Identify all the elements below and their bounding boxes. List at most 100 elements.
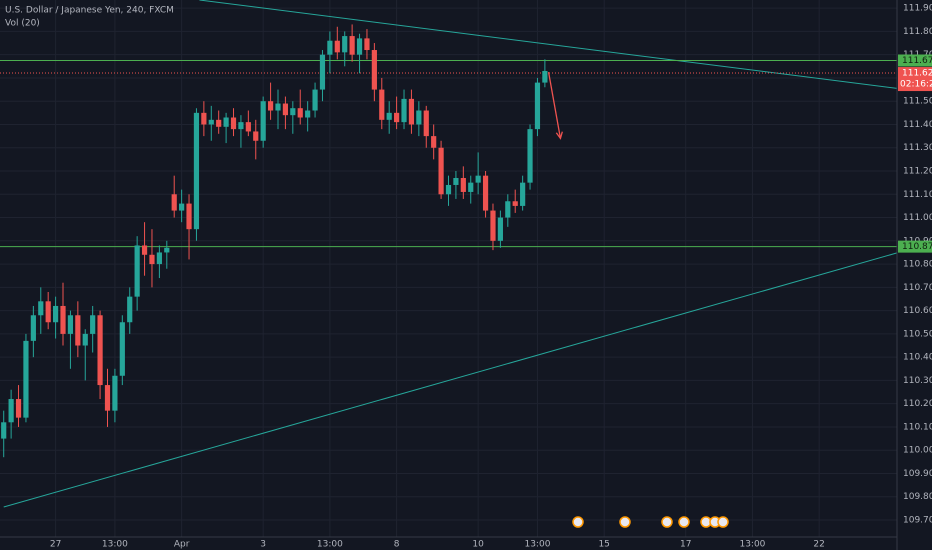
y-tick-label: 109.900 — [903, 469, 932, 479]
candle-body — [290, 108, 296, 116]
candle-body — [193, 112, 200, 230]
candle-body — [179, 203, 185, 211]
y-tick-label: 110.600 — [903, 306, 932, 316]
y-tick-label: 110.000 — [903, 446, 932, 456]
candle-body — [482, 175, 489, 211]
candle-body — [297, 108, 303, 118]
candle-body — [305, 110, 311, 118]
candle-body — [490, 210, 496, 241]
y-tick-label: 111.400 — [903, 120, 932, 130]
y-tick-label: 111.100 — [903, 190, 932, 200]
trendline — [199, 0, 898, 89]
y-tick-label: 111.800 — [903, 27, 932, 37]
last-price-label: 111.621 — [902, 69, 932, 79]
candle-body — [15, 399, 22, 418]
candle-body — [527, 129, 533, 183]
price-axis — [897, 0, 932, 550]
candle-body — [141, 245, 148, 255]
volume-label: Vol (20) — [5, 19, 40, 29]
candle-body — [327, 40, 333, 55]
candle-body — [253, 131, 259, 141]
candle-body — [401, 98, 407, 123]
candle-body — [186, 203, 192, 230]
candle-body — [134, 245, 140, 297]
candle-body — [423, 110, 429, 137]
candle-body — [45, 301, 51, 323]
candle-body — [82, 333, 88, 346]
x-tick-label: 10 — [472, 540, 484, 550]
candle-body — [30, 315, 36, 341]
x-tick-label: 15 — [598, 540, 609, 550]
candle-body — [149, 254, 155, 265]
candle-body — [356, 38, 363, 55]
candle-body — [542, 70, 548, 83]
x-tick-label: 13:00 — [739, 540, 765, 550]
candle-body — [67, 315, 74, 334]
level-label: 111.675 — [902, 56, 932, 66]
event-icon — [572, 516, 584, 528]
candle-body — [349, 36, 355, 55]
candle-body — [468, 182, 474, 192]
candle-body — [1, 422, 7, 439]
candle-body — [371, 50, 377, 90]
candle-body — [60, 305, 66, 334]
candle-body — [267, 101, 274, 111]
candle-body — [8, 399, 14, 423]
last-price-tag — [898, 67, 932, 92]
candle-body — [438, 147, 444, 195]
y-tick-label: 111.900 — [903, 4, 932, 14]
candle-body — [238, 122, 244, 130]
candle-body — [275, 103, 281, 111]
candle-body — [379, 89, 385, 120]
candle-body — [512, 201, 518, 206]
candle-body — [445, 184, 452, 195]
event-icon — [717, 516, 729, 528]
y-tick-label: 110.300 — [903, 376, 932, 386]
candle-body — [364, 38, 370, 51]
candle-body — [112, 375, 118, 411]
candle-body — [475, 175, 481, 183]
candle-body — [453, 177, 459, 185]
candle-body — [431, 136, 437, 148]
candle-body — [201, 112, 207, 125]
y-tick-label: 111.200 — [903, 167, 932, 177]
candle-body — [319, 54, 326, 90]
trendline — [3, 252, 898, 508]
candle-body — [104, 385, 111, 411]
x-tick-label: 13:00 — [524, 540, 550, 550]
candle-body — [416, 110, 422, 125]
candle-body — [245, 122, 251, 132]
x-tick-label: Apr — [174, 540, 190, 550]
event-icon — [619, 516, 631, 528]
candle-body — [208, 119, 214, 125]
candle-body — [394, 112, 400, 123]
level-tag — [898, 240, 932, 253]
x-tick-label: 22 — [813, 540, 824, 550]
level-tag — [898, 54, 932, 67]
candle-body — [282, 103, 289, 116]
x-tick-label: 27 — [50, 540, 61, 550]
candle-body — [230, 117, 237, 130]
level-label: 110.875 — [902, 242, 932, 252]
candle-body — [23, 340, 29, 418]
arrow-head — [555, 131, 563, 140]
candle-body — [119, 322, 125, 376]
countdown-label: 02:16:26 — [900, 80, 932, 90]
candle-body — [75, 315, 81, 346]
y-tick-label: 110.100 — [903, 422, 932, 432]
x-tick-label: 13:00 — [317, 540, 343, 550]
y-tick-label: 110.400 — [903, 353, 932, 363]
y-tick-label: 109.700 — [903, 516, 932, 526]
candle-body — [38, 301, 44, 316]
y-tick-label: 110.200 — [903, 399, 932, 409]
arrow-line — [547, 72, 562, 139]
candle-body — [460, 177, 466, 192]
x-tick-label: 17 — [680, 540, 691, 550]
y-tick-label: 111.500 — [903, 97, 932, 107]
candle-body — [386, 112, 392, 120]
candle-body — [127, 296, 133, 323]
chart-title: U.S. Dollar / Japanese Yen, 240, FXCM — [5, 6, 174, 16]
y-tick-label: 110.500 — [903, 329, 932, 339]
